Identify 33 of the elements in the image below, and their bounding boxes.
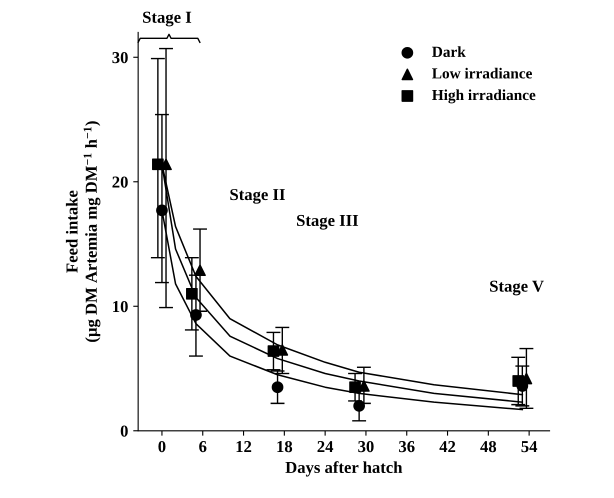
annotation: Stage V xyxy=(490,280,544,296)
x-axis-title: Days after hatch xyxy=(285,461,402,476)
point xyxy=(194,264,206,276)
y-tick-label: 10 xyxy=(113,300,128,312)
point xyxy=(186,288,198,300)
x-tick-label: 42 xyxy=(439,441,456,452)
point xyxy=(190,309,202,321)
point xyxy=(349,381,361,394)
y-tick-label: 0 xyxy=(120,425,128,437)
x-tick-label: 0 xyxy=(158,440,166,452)
text: Stage I xyxy=(143,12,192,26)
y-tick-label: 20 xyxy=(112,176,128,188)
x-tick-label: 36 xyxy=(399,441,415,452)
point xyxy=(268,345,280,357)
x-tick-label: 18 xyxy=(277,440,292,452)
point xyxy=(512,375,524,387)
x-tick-label: 24 xyxy=(318,441,334,452)
x-tick-label: 54 xyxy=(521,441,538,452)
x-tick-label: 12 xyxy=(236,441,252,452)
y-axis-title: Feed intake (µg DM Artemia mg DM$^{−1}$ h$^{−1}$) xyxy=(66,121,100,342)
annotation: Stage II xyxy=(230,188,285,204)
x-tick-label: 48 xyxy=(480,440,496,452)
annotation: Stage III xyxy=(297,214,358,230)
x-tick-label: 30 xyxy=(358,440,374,452)
y-tick-label: 30 xyxy=(112,52,128,64)
point xyxy=(353,400,365,412)
point xyxy=(272,381,284,394)
point xyxy=(156,204,168,216)
legend-label: Low irradiance xyxy=(432,68,532,79)
point xyxy=(152,158,164,170)
legend-label: Dark xyxy=(432,46,466,57)
x-tick-label: 6 xyxy=(199,441,206,452)
legend-label: High irradiance xyxy=(432,89,536,104)
